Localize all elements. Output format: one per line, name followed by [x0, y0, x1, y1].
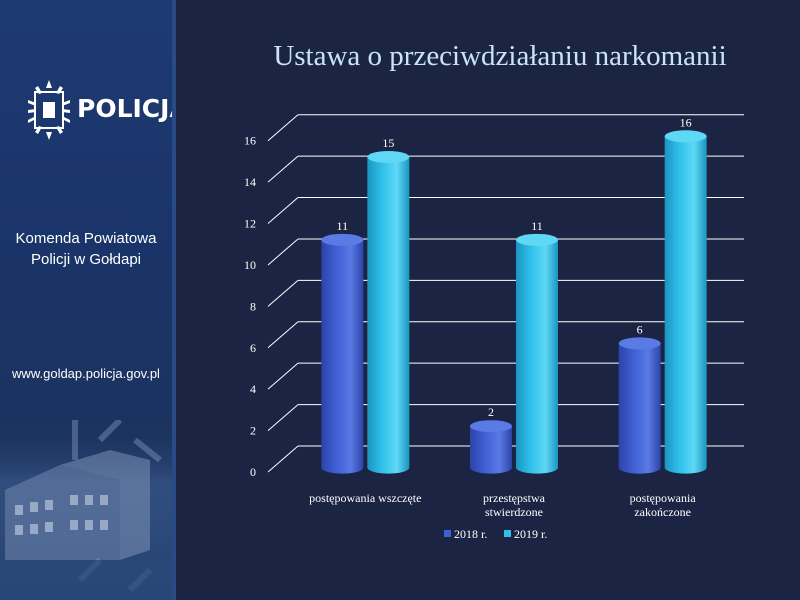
- y-tick-label-7: 14: [244, 175, 256, 189]
- legend-swatch-1: [504, 530, 511, 537]
- data-label-1-2: 16: [680, 115, 692, 129]
- legend-label-1: 2019 r.: [514, 527, 547, 541]
- data-label-1-1: 11: [531, 219, 543, 233]
- sidebar: POLICJA Komenda Powiatowa Policji w Gołd…: [0, 0, 172, 600]
- legend-label-0: 2018 r.: [454, 527, 487, 541]
- bar-0-1: [470, 426, 512, 474]
- policja-logo-text: POLICJA: [77, 94, 172, 123]
- gridline-diag-6: [267, 197, 299, 224]
- x-tick-label-1-0: przestępstwa: [483, 491, 546, 505]
- bar-0-2: [618, 343, 661, 474]
- gridline-diag-1: [267, 404, 299, 431]
- gridline-diag-0: [267, 445, 299, 473]
- data-label-1-0: 15: [382, 136, 394, 150]
- y-tick-label-8: 16: [244, 134, 256, 148]
- gridline-diag-3: [267, 321, 299, 349]
- y-tick-label-0: 0: [250, 465, 256, 479]
- gridline-diag-5: [267, 238, 299, 266]
- x-tick-label-2-1: zakończone: [634, 505, 691, 519]
- y-tick-label-6: 12: [244, 217, 256, 231]
- unit-name: Komenda Powiatowa Policji w Gołdapi: [0, 228, 172, 270]
- x-tick-label-2-0: postępowania: [630, 491, 697, 505]
- y-tick-label-5: 10: [244, 258, 256, 272]
- gridline-diag-7: [267, 155, 299, 183]
- bar-top-0-1: [470, 420, 512, 433]
- website-url: www.goldap.policja.gov.pl: [12, 366, 160, 381]
- gridline-diag-8: [267, 114, 299, 142]
- bar-1-2: [664, 136, 707, 474]
- slide-title: Ustawa o przeciwdziałaniu narkomanii: [273, 40, 727, 72]
- gridline-diag-4: [267, 279, 299, 307]
- sidebar-divider: [172, 0, 176, 600]
- unit-name-line1: Komenda Powiatowa: [15, 230, 157, 247]
- gridline-diag-2: [267, 362, 299, 390]
- legend-swatch-0: [444, 530, 451, 537]
- bar-top-1-2: [664, 130, 707, 143]
- police-star-icon: [28, 80, 70, 140]
- data-label-0-0: 11: [337, 219, 349, 233]
- building-photo: [0, 420, 172, 600]
- y-tick-label-2: 4: [250, 382, 256, 396]
- bar-1-1: [516, 239, 558, 474]
- x-tick-label-1-1: stwierdzone: [485, 505, 543, 519]
- bar-top-0-0: [321, 233, 364, 246]
- bar-chart: 0 2 4 6 8 10 12 14 16 11 15 postępowania wszczęte 2 1…: [244, 114, 744, 541]
- y-tick-label-3: 6: [250, 341, 256, 355]
- y-tick-label-1: 2: [250, 424, 256, 438]
- bar-1-0: [367, 157, 410, 474]
- data-label-0-2: 6: [637, 322, 643, 336]
- unit-name-line2: Policji w Gołdapi: [30, 251, 142, 268]
- bar-0-0: [321, 239, 364, 474]
- bar-top-1-1: [516, 233, 558, 246]
- bar-top-0-2: [618, 337, 661, 350]
- y-tick-label-4: 8: [250, 299, 256, 313]
- data-label-0-1: 2: [488, 405, 494, 419]
- x-tick-label-0-0: postępowania wszczęte: [309, 491, 421, 505]
- bar-top-1-0: [367, 151, 410, 164]
